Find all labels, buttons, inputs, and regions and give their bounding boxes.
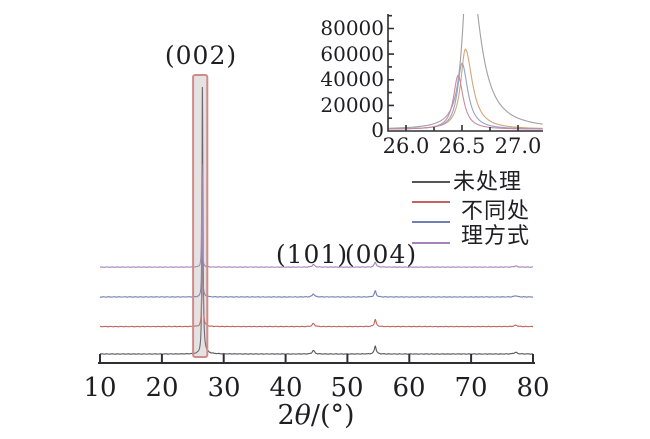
inset-curves-group <box>388 14 543 130</box>
inset-curve-s1-untreated <box>388 14 543 129</box>
xrd-trace-s2-treated-a <box>99 173 534 328</box>
legend-label-treatment-1: 不同处 <box>461 199 531 224</box>
inset-y-tick-0: 0 <box>371 118 384 142</box>
peak-label-101: (101) <box>275 240 349 269</box>
x-tick-label-10: 10 <box>83 373 117 403</box>
inset-curve-s2-treated-a <box>388 48 543 130</box>
x-axis-title-part-2: 2 <box>277 400 295 431</box>
xrd-trace-s4-treated-c <box>99 163 534 269</box>
x-tick-label-60: 60 <box>392 373 426 403</box>
peak-label-004: (004) <box>344 240 418 269</box>
x-tick-label-50: 50 <box>330 373 364 403</box>
x-tick-label-30: 30 <box>207 373 241 403</box>
legend-swatch-treated-c <box>412 242 450 244</box>
x-tick-label-80: 80 <box>516 373 550 403</box>
inset-y-tick-60000: 60000 <box>320 42 384 66</box>
legend-swatch-untreated <box>412 181 450 183</box>
inset-curve-s4-treated-c <box>388 74 543 130</box>
x-axis-title-unit: /(°) <box>310 400 355 431</box>
x-axis-title: 2θ/(°) <box>251 401 381 431</box>
xrd-trace-s3-treated-b <box>99 171 534 298</box>
legend-swatch-treated-a <box>412 201 450 203</box>
inset-x-tick-26.5: 26.5 <box>438 134 486 158</box>
inset-x-tick-26.0: 26.0 <box>382 134 430 158</box>
legend-swatch-treated-b <box>412 221 450 223</box>
inset-x-tick-27.0: 27.0 <box>494 134 542 158</box>
inset-axes <box>387 14 543 132</box>
x-tick-label-20: 20 <box>145 373 179 403</box>
peak-label-002: (002) <box>164 41 238 70</box>
x-tick-label-40: 40 <box>269 373 303 403</box>
main-x-axis <box>98 354 535 364</box>
inset-y-tick-20000: 20000 <box>320 93 384 117</box>
highlight-band-002 <box>192 74 209 358</box>
x-tick-label-70: 70 <box>454 373 488 403</box>
inset-y-tick-40000: 40000 <box>320 67 384 91</box>
x-axis-title-theta: θ <box>294 400 311 431</box>
inset-y-tick-80000: 80000 <box>320 16 384 40</box>
legend-label-untreated: 未处理 <box>453 170 523 195</box>
legend-label-treatment-2: 理方式 <box>461 224 531 249</box>
xrd-trace-s1-untreated <box>99 86 534 355</box>
